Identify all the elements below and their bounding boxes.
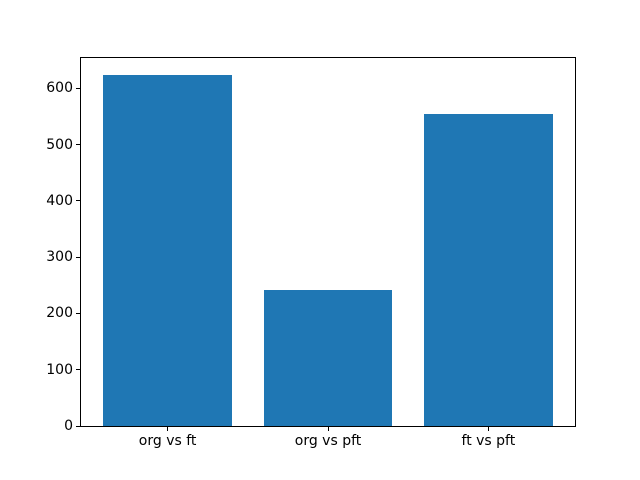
y-axis-tick-label: 0 [64,418,73,434]
y-axis-tick [76,144,80,146]
y-axis-tick [76,256,80,258]
y-axis-tick-label: 100 [46,361,73,378]
y-axis-tick-label: 300 [46,249,73,266]
y-axis-tick-label: 600 [46,80,73,97]
y-axis-tick-label: 500 [46,136,73,153]
y-axis-tick [76,312,80,314]
y-axis-tick [76,87,80,89]
y-axis-tick [76,200,80,202]
bar-org-vs-ft [103,75,232,426]
y-axis-tick-label: 200 [46,305,73,322]
x-axis-tick-label: org vs ft [138,433,197,449]
bar-ft-vs-pft [424,113,553,426]
x-axis-tick [167,427,169,431]
y-axis-tick [76,369,80,371]
x-axis-tick [327,427,329,431]
y-axis-tick [76,425,80,427]
x-axis-tick-label: org vs pft [294,433,362,449]
x-axis-tick [487,427,489,431]
x-axis-tick-label: ft vs pft [461,433,516,449]
bar-org-vs-pft [263,290,393,426]
plot-area: 0 100 200 300 400 500 600 org vs ft org vs pft ft… [46,57,576,449]
y-axis-tick-label: 400 [46,192,73,209]
